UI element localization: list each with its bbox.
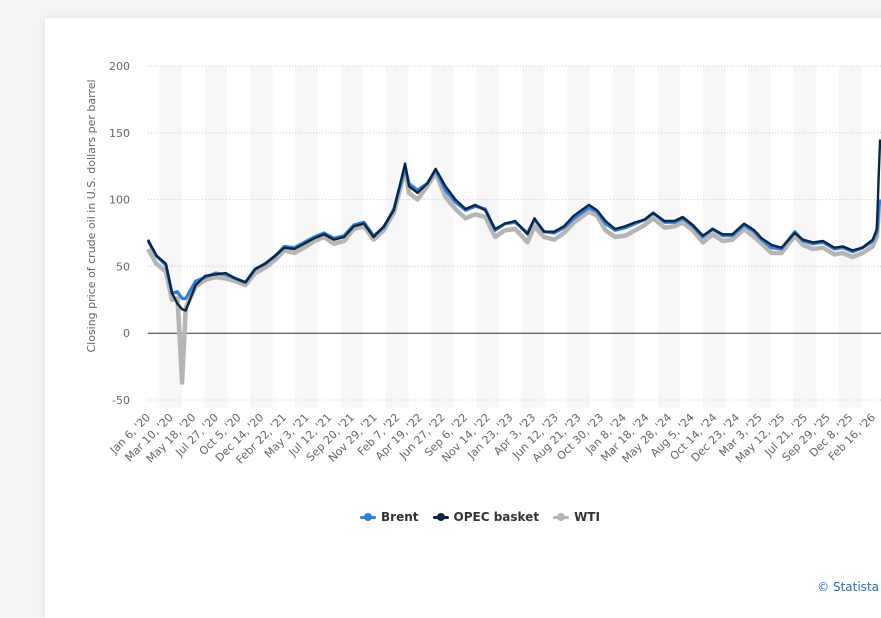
series-lines — [146, 139, 881, 385]
series-line-opec-basket — [146, 139, 881, 312]
background-band — [476, 66, 500, 408]
background-band — [793, 66, 817, 408]
legend-item-wti[interactable]: WTI — [553, 510, 600, 524]
background-band — [159, 66, 182, 408]
y-tick-label: 50 — [116, 260, 130, 273]
background-band — [295, 66, 318, 408]
legend-label: WTI — [574, 510, 600, 524]
series-line-wti — [146, 167, 881, 385]
wti-marker-icon — [553, 513, 570, 521]
gridlines — [148, 65, 881, 401]
y-tick-label: 200 — [109, 60, 130, 73]
y-axis-title: Closing price of crude oil in U.S. dolla… — [85, 79, 98, 352]
legend-label: Brent — [381, 510, 419, 524]
opec-marker-icon — [432, 513, 449, 521]
statista-credit-link[interactable]: © Statista — [817, 580, 879, 594]
background-band — [431, 66, 454, 408]
background-band — [657, 66, 681, 408]
y-axis-ticks: 200 150 100 50 0 -50 — [109, 60, 130, 407]
brent-marker-icon — [360, 513, 377, 521]
legend: Brent OPEC basket WTI — [0, 510, 881, 524]
background-band — [567, 66, 590, 408]
background-band — [385, 66, 409, 408]
y-tick-label: -50 — [112, 394, 130, 407]
legend-item-brent[interactable]: Brent — [360, 510, 419, 524]
background-band — [340, 66, 364, 408]
background-band — [839, 66, 862, 408]
y-tick-label: 0 — [123, 327, 130, 340]
background-band — [204, 66, 228, 408]
legend-item-opec[interactable]: OPEC basket — [432, 510, 540, 524]
background-bands — [159, 66, 862, 408]
y-tick-label: 100 — [109, 194, 130, 207]
background-band — [249, 66, 273, 408]
y-tick-label: 150 — [109, 127, 130, 140]
background-band — [521, 66, 545, 408]
legend-label: OPEC basket — [453, 510, 540, 524]
